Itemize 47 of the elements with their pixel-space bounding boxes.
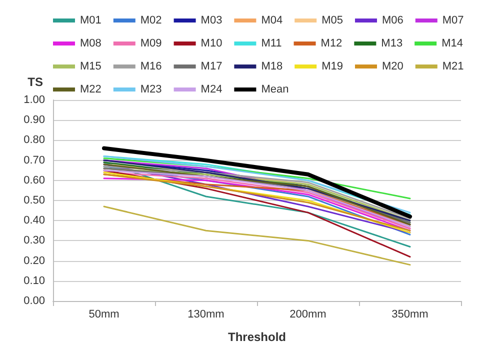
x-tick-label: 350mm [392, 308, 428, 320]
line-series [102, 146, 412, 219]
x-axis-title: Threshold [228, 330, 286, 344]
legend-label: M04 [261, 14, 283, 26]
legend-label: M20 [382, 60, 404, 72]
legend-label: M05 [322, 14, 343, 26]
y-tick-label: 0.80 [24, 134, 45, 146]
legend-label: M23 [140, 84, 162, 96]
legend-label: M11 [261, 38, 282, 50]
legend-label: M02 [140, 14, 162, 26]
y-tick-label: 0.00 [24, 295, 45, 307]
x-tick-label: 200mm [290, 308, 326, 320]
legend-label: M07 [442, 14, 464, 26]
y-tick-label: 0.40 [24, 214, 45, 227]
y-tick-label: 0.30 [24, 234, 45, 247]
legend-label: M16 [140, 60, 162, 72]
y-tick-label: 0.70 [24, 154, 45, 166]
legend-label: M12 [320, 38, 342, 50]
legend-label: M08 [80, 38, 102, 50]
legend-label: M13 [381, 38, 403, 50]
x-tick-label: 50mm [88, 308, 120, 320]
legend-label: M19 [322, 60, 343, 72]
line-series [103, 162, 411, 248]
legend-label: M09 [140, 38, 162, 50]
legend-label: M14 [442, 38, 463, 50]
legend-label: M17 [200, 60, 222, 72]
legend-label: Mean [261, 84, 289, 96]
legend-label: M22 [80, 84, 102, 96]
x-tick-label: 130mm [188, 308, 224, 320]
y-tick-label: 0.20 [24, 254, 45, 267]
y-tick-label: 0.90 [24, 114, 45, 126]
y-tick-label: 0.50 [24, 194, 45, 206]
legend-label: M24 [200, 84, 222, 96]
legend-label: M10 [200, 38, 222, 50]
legend-label: M15 [80, 60, 102, 72]
y-axis-title: TS [28, 75, 43, 89]
y-tick-label: 0.60 [24, 174, 45, 186]
y-tick-label: 0.10 [24, 274, 45, 287]
line-series [103, 206, 411, 266]
line-series [103, 170, 411, 258]
line-series [103, 158, 411, 200]
legend-label: M01 [80, 14, 102, 26]
legend-label: M21 [442, 60, 464, 72]
legend-label: M18 [261, 60, 283, 72]
legend-label: M03 [200, 14, 222, 26]
legend-label: M06 [382, 14, 404, 26]
y-tick-label: 1.00 [24, 94, 45, 106]
